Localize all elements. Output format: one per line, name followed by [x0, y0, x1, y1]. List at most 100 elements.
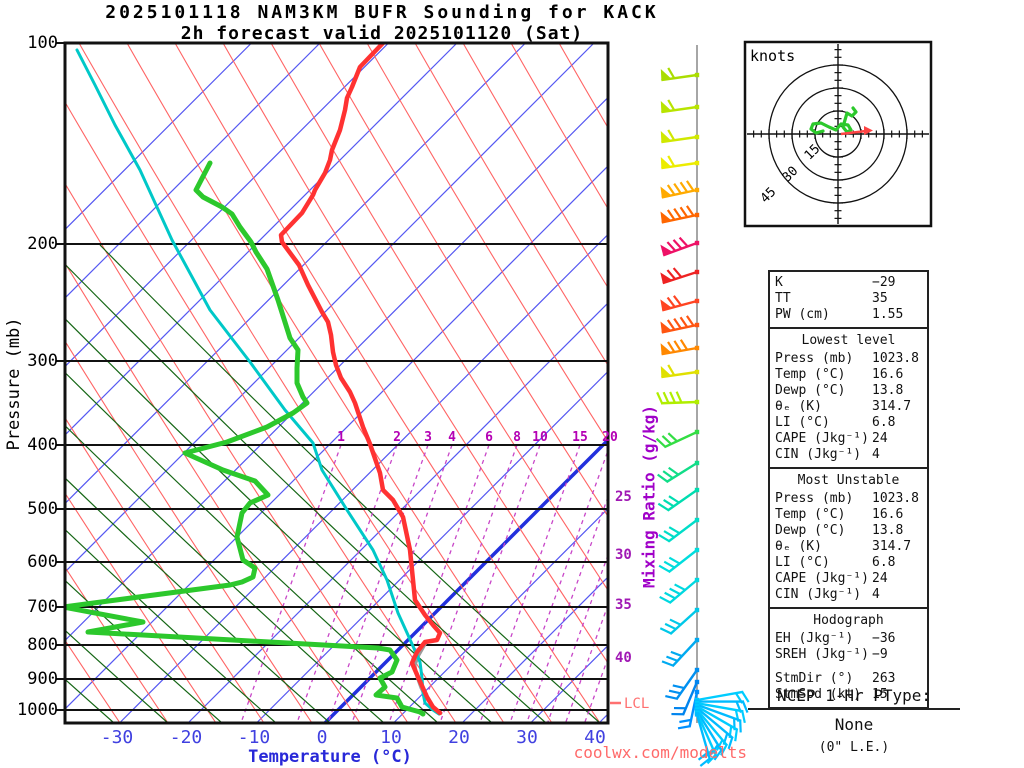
pressure-tick-label: 300 [27, 351, 58, 371]
table-row: Dewp (°C) 13.8 [775, 383, 922, 399]
table-row: Press (mb) 1023.8 [775, 491, 922, 507]
table-row-label: Temp (°C) [775, 367, 846, 382]
temperature-tick-label: 20 [448, 727, 470, 748]
ptype-block: NCEP 1-Hr PType: None (0" L.E.) [748, 686, 960, 755]
table-row-value: 314.7 [872, 399, 912, 414]
mixing-ratio-lines-group [240, 444, 608, 723]
ptype-value: None [834, 715, 874, 734]
table-row-value: 13.8 [872, 523, 904, 538]
plot-border [63, 41, 610, 725]
table-row: TT 35 [775, 291, 922, 307]
dewpoint-trace [65, 160, 426, 717]
mixing-ratio-tick-label: 30 [615, 547, 632, 563]
table-row: CAPE (Jkg⁻¹) 24 [775, 571, 922, 587]
wind-barb [665, 667, 700, 701]
table-section: Hodograph EH (Jkg⁻¹) −36 SREH (Jkg⁻¹) −9 StmD… [770, 607, 927, 707]
pressure-tick-label: 800 [27, 635, 58, 655]
table-section-title: Hodograph [813, 613, 884, 628]
table-row-label: θₑ (K) [775, 399, 822, 414]
table-row: LI (°C) 6.8 [775, 415, 922, 431]
wind-barb [660, 364, 700, 379]
table-row: Temp (°C) 16.6 [775, 367, 922, 383]
temperature-tick-label: -20 [169, 727, 203, 748]
temperature-tick-label: 10 [380, 727, 402, 748]
wind-barb [660, 295, 700, 312]
table-row-value: 24 [872, 571, 888, 586]
table-row-label: LI (°C) [775, 555, 830, 570]
table-row-label: StmSpd (kt) [775, 687, 862, 702]
table-row-value: 263 [872, 671, 896, 686]
wind-barb [655, 429, 700, 449]
table-row-value: 314.7 [872, 539, 912, 554]
moist-adiabats-group [65, 244, 601, 723]
table-row-label: K [775, 275, 783, 290]
table-row: K −29 [775, 275, 922, 291]
pressure-tick-label: 600 [27, 552, 58, 572]
hodograph-units-label: knots [750, 47, 796, 65]
table-row-value: 1023.8 [872, 491, 919, 506]
page-title: 2025101118 NAM3KM BUFR Sounding for KACK [105, 2, 659, 23]
parcel-trace [75, 48, 441, 716]
mixing-ratio-tick-label: 4 [448, 430, 456, 445]
table-row-value: −29 [872, 275, 896, 290]
table-row-value: 35 [872, 291, 888, 306]
hodograph-trace [809, 106, 858, 135]
table-row-label: LI (°C) [775, 415, 830, 430]
table-row-value: 4 [872, 587, 880, 602]
wind-barb [660, 236, 700, 257]
table-row-value: 15 [872, 687, 888, 702]
table-row: StmDir (°) 263 [775, 671, 922, 687]
temperature-tick-label: -10 [237, 727, 271, 748]
table-row-label: Press (mb) [775, 491, 854, 506]
sounding-traces [65, 43, 443, 717]
wind-barb [660, 267, 700, 285]
hodograph [743, 40, 933, 228]
table-row-label: Dewp (°C) [775, 523, 846, 538]
pressure-tick-label: 400 [27, 435, 58, 455]
temperature-tick-label: 30 [516, 727, 538, 748]
wind-barb [660, 99, 700, 114]
mixing-ratio-tick-label: 15 [572, 430, 588, 445]
wind-barb [656, 391, 700, 405]
table-row: StmSpd (kt) 15 [775, 687, 922, 703]
wind-barb [660, 205, 700, 224]
table-row: SREH (Jkg⁻¹) −9 [775, 647, 922, 663]
indices-table: K −29 TT 35 PW (cm) 1.55 Lowest level Press (mb… [768, 270, 929, 709]
pressure-ticks-group [56, 42, 65, 711]
wind-barb [657, 487, 700, 512]
temperature-tick-label: 40 [584, 727, 606, 748]
wind-barb [659, 577, 700, 605]
table-row-value: 4 [872, 447, 880, 462]
table-row: LI (°C) 6.8 [775, 555, 922, 571]
wind-barb [660, 315, 700, 334]
table-section-title: Lowest level [801, 333, 896, 348]
watermark: coolwx.com/modelts [573, 743, 747, 762]
mixing-ratio-tick-label: 6 [485, 430, 493, 445]
table-row-gap [775, 663, 922, 671]
table-row-value: 16.6 [872, 367, 904, 382]
pressure-tick-label: 100 [27, 33, 58, 53]
table-row-value: −36 [872, 631, 896, 646]
wind-barb [671, 679, 700, 716]
pressure-tick-label: 500 [27, 499, 58, 519]
table-section-title: Most Unstable [797, 473, 900, 488]
ptype-detail: (0" L.E.) [818, 740, 890, 755]
table-row: EH (Jkg⁻¹) −36 [775, 631, 922, 647]
table-row-label: SREH (Jkg⁻¹) [775, 647, 869, 662]
table-row-value: 6.8 [872, 555, 896, 570]
page-subtitle: 2h forecast valid 2025101120 (Sat) [180, 23, 584, 44]
table-row: Dewp (°C) 13.8 [775, 523, 922, 539]
table-row-label: TT [775, 291, 791, 306]
mixing-ratio-tick-label: 1 [337, 430, 345, 445]
mixing-ratio-tick-label: 35 [615, 597, 632, 613]
table-row-value: 13.8 [872, 383, 904, 398]
table-section: Lowest level Press (mb) 1023.8 Temp (°C) 16.… [770, 327, 927, 467]
wind-barb [659, 607, 700, 635]
table-row-label: StmDir (°) [775, 671, 854, 686]
storm-motion-arrow [840, 129, 867, 136]
table-row-value: 1023.8 [872, 351, 919, 366]
storm-motion-arrowhead [864, 126, 873, 135]
wind-barb [658, 547, 700, 574]
mixing-ratio-tick-label: 40 [615, 650, 632, 666]
